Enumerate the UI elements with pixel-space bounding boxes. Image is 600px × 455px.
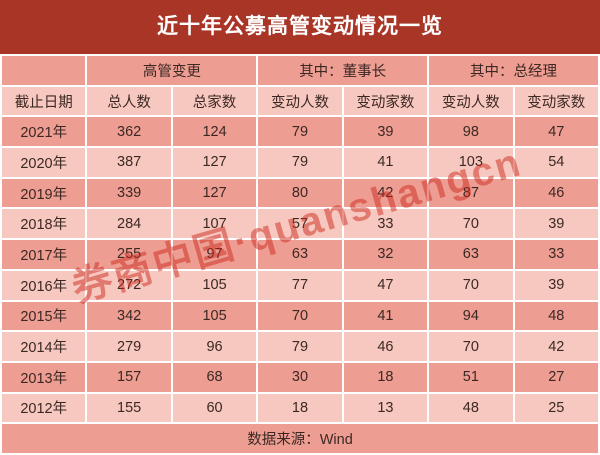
value-cell: 103 bbox=[429, 148, 513, 177]
column-header-chg-people-gm: 变动人数 bbox=[429, 86, 513, 116]
group-header-exec-change: 高管变更 bbox=[87, 56, 257, 85]
value-cell: 68 bbox=[172, 362, 257, 392]
value-cell: 41 bbox=[343, 301, 428, 331]
value-cell: 63 bbox=[429, 240, 513, 269]
value-cell: 96 bbox=[172, 332, 257, 361]
value-cell: 39 bbox=[514, 270, 598, 300]
group-header-empty bbox=[2, 56, 86, 85]
data-table: 高管变更 其中：董事长 其中：总经理 截止日期 总人数 总家数 变动人数 变动家… bbox=[0, 54, 600, 455]
value-cell: 107 bbox=[172, 209, 257, 239]
value-cell: 105 bbox=[172, 270, 257, 300]
value-cell: 39 bbox=[514, 209, 598, 239]
year-cell: 2018年 bbox=[2, 209, 86, 239]
page-title: 近十年公募高管变动情况一览 bbox=[0, 0, 600, 54]
value-cell: 32 bbox=[343, 240, 428, 269]
value-cell: 60 bbox=[172, 393, 257, 423]
value-cell: 255 bbox=[87, 240, 171, 269]
value-cell: 30 bbox=[258, 362, 342, 392]
value-cell: 46 bbox=[343, 332, 428, 361]
table-row-2018: 2018年 284 107 57 33 70 39 bbox=[2, 209, 598, 239]
value-cell: 157 bbox=[87, 362, 171, 392]
column-header-date: 截止日期 bbox=[2, 86, 86, 116]
value-cell: 339 bbox=[87, 178, 171, 208]
value-cell: 57 bbox=[258, 209, 342, 239]
column-header-row: 截止日期 总人数 总家数 变动人数 变动家数 变动人数 变动家数 bbox=[2, 86, 598, 116]
value-cell: 77 bbox=[258, 270, 342, 300]
column-header-chg-firms-gm: 变动家数 bbox=[514, 86, 598, 116]
value-cell: 127 bbox=[172, 148, 257, 177]
value-cell: 70 bbox=[429, 209, 513, 239]
value-cell: 279 bbox=[87, 332, 171, 361]
value-cell: 47 bbox=[514, 117, 598, 147]
value-cell: 155 bbox=[87, 393, 171, 423]
value-cell: 70 bbox=[429, 270, 513, 300]
source-row: 数据来源：Wind bbox=[2, 424, 598, 453]
value-cell: 42 bbox=[514, 332, 598, 361]
table-row-2020: 2020年 387 127 79 41 103 54 bbox=[2, 148, 598, 177]
value-cell: 48 bbox=[429, 393, 513, 423]
value-cell: 70 bbox=[258, 301, 342, 331]
value-cell: 387 bbox=[87, 148, 171, 177]
value-cell: 105 bbox=[172, 301, 257, 331]
value-cell: 47 bbox=[343, 270, 428, 300]
value-cell: 284 bbox=[87, 209, 171, 239]
value-cell: 54 bbox=[514, 148, 598, 177]
table-row-2019: 2019年 339 127 80 42 87 46 bbox=[2, 178, 598, 208]
table-row-2012: 2012年 155 60 18 13 48 25 bbox=[2, 393, 598, 423]
year-cell: 2021年 bbox=[2, 117, 86, 147]
table-row-2014: 2014年 279 96 79 46 70 42 bbox=[2, 332, 598, 361]
column-header-total-firms: 总家数 bbox=[172, 86, 257, 116]
value-cell: 51 bbox=[429, 362, 513, 392]
column-header-chg-people-chairman: 变动人数 bbox=[258, 86, 342, 116]
table-row-2013: 2013年 157 68 30 18 51 27 bbox=[2, 362, 598, 392]
value-cell: 342 bbox=[87, 301, 171, 331]
value-cell: 18 bbox=[343, 362, 428, 392]
value-cell: 33 bbox=[514, 240, 598, 269]
value-cell: 124 bbox=[172, 117, 257, 147]
value-cell: 79 bbox=[258, 117, 342, 147]
column-header-chg-firms-chairman: 变动家数 bbox=[343, 86, 428, 116]
value-cell: 41 bbox=[343, 148, 428, 177]
table-row-2016: 2016年 272 105 77 47 70 39 bbox=[2, 270, 598, 300]
value-cell: 63 bbox=[258, 240, 342, 269]
value-cell: 87 bbox=[429, 178, 513, 208]
value-cell: 25 bbox=[514, 393, 598, 423]
value-cell: 272 bbox=[87, 270, 171, 300]
year-cell: 2016年 bbox=[2, 270, 86, 300]
year-cell: 2014年 bbox=[2, 332, 86, 361]
value-cell: 98 bbox=[429, 117, 513, 147]
value-cell: 48 bbox=[514, 301, 598, 331]
value-cell: 39 bbox=[343, 117, 428, 147]
value-cell: 362 bbox=[87, 117, 171, 147]
year-cell: 2020年 bbox=[2, 148, 86, 177]
column-header-total-people: 总人数 bbox=[87, 86, 171, 116]
group-header-chairman: 其中：董事长 bbox=[258, 56, 428, 85]
year-cell: 2013年 bbox=[2, 362, 86, 392]
value-cell: 13 bbox=[343, 393, 428, 423]
value-cell: 127 bbox=[172, 178, 257, 208]
year-cell: 2015年 bbox=[2, 301, 86, 331]
year-cell: 2019年 bbox=[2, 178, 86, 208]
value-cell: 46 bbox=[514, 178, 598, 208]
group-header-gm: 其中：总经理 bbox=[429, 56, 598, 85]
source-note: 数据来源：Wind bbox=[2, 424, 598, 453]
year-cell: 2017年 bbox=[2, 240, 86, 269]
table-row-2017: 2017年 255 97 63 32 63 33 bbox=[2, 240, 598, 269]
value-cell: 42 bbox=[343, 178, 428, 208]
value-cell: 94 bbox=[429, 301, 513, 331]
value-cell: 27 bbox=[514, 362, 598, 392]
value-cell: 33 bbox=[343, 209, 428, 239]
value-cell: 79 bbox=[258, 332, 342, 361]
value-cell: 18 bbox=[258, 393, 342, 423]
table-row-2021: 2021年 362 124 79 39 98 47 bbox=[2, 117, 598, 147]
value-cell: 70 bbox=[429, 332, 513, 361]
year-cell: 2012年 bbox=[2, 393, 86, 423]
value-cell: 97 bbox=[172, 240, 257, 269]
value-cell: 79 bbox=[258, 148, 342, 177]
value-cell: 80 bbox=[258, 178, 342, 208]
table-row-2015: 2015年 342 105 70 41 94 48 bbox=[2, 301, 598, 331]
group-header-row: 高管变更 其中：董事长 其中：总经理 bbox=[2, 56, 598, 85]
